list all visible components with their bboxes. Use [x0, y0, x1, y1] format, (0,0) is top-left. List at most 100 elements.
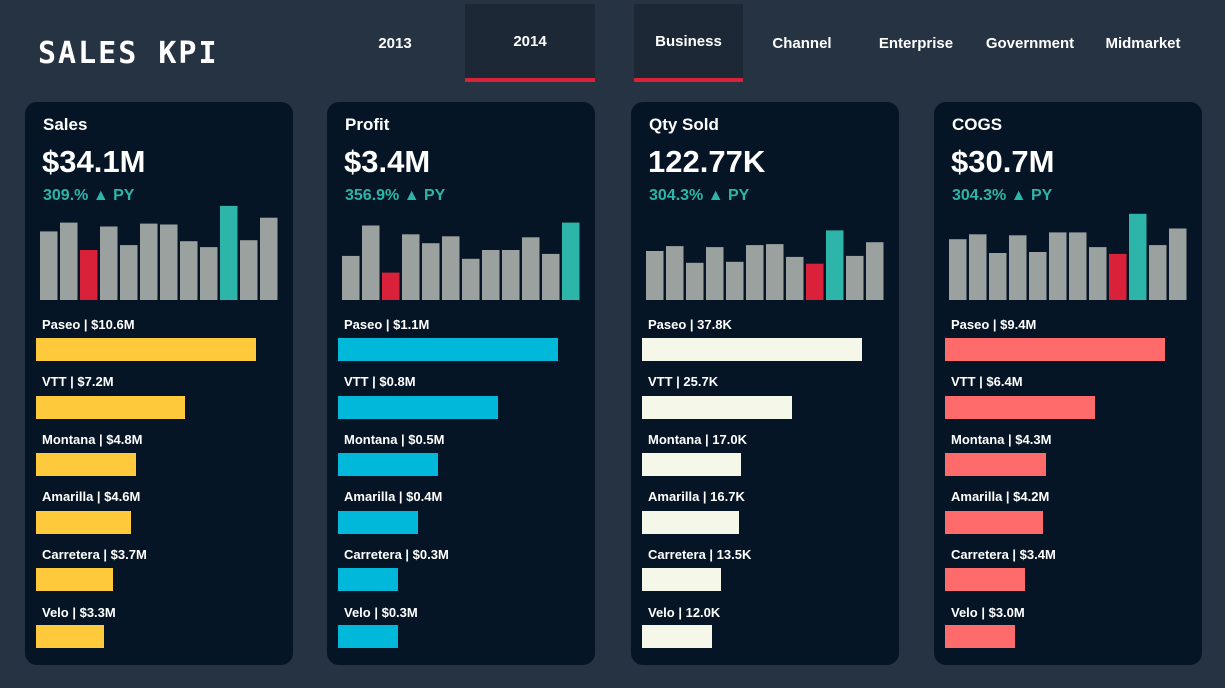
tab-label: 2014 [513, 32, 547, 50]
sparkline-bar[interactable] [200, 247, 218, 300]
sparkline-bar[interactable] [140, 223, 158, 300]
sparkline-bar[interactable] [1049, 232, 1067, 300]
sparkline-bar[interactable] [40, 231, 58, 300]
tab-segment-channel[interactable]: Channel [752, 4, 852, 82]
sparkline-bar[interactable] [666, 246, 684, 300]
sparkline-bar[interactable] [60, 222, 78, 300]
tab-segment-enterprise[interactable]: Enterprise [866, 4, 966, 82]
product-bar[interactable] [338, 453, 438, 476]
sparkline-bar[interactable] [382, 272, 400, 300]
product-bar[interactable] [338, 568, 398, 591]
tab-year-2014[interactable]: 2014 [465, 4, 595, 82]
sparkline-bar[interactable] [100, 226, 118, 301]
sparkline-bar[interactable] [766, 244, 784, 300]
product-bar[interactable] [642, 568, 721, 591]
sparkline-bar[interactable] [402, 234, 420, 300]
sparkline-bar[interactable] [786, 256, 804, 300]
product-bar-label: Amarilla | $0.4M [344, 489, 443, 504]
product-bar[interactable] [338, 338, 558, 361]
monthly-sparkline-chart [40, 205, 278, 301]
tab-segment-business[interactable]: Business [634, 4, 743, 82]
product-bar[interactable] [338, 396, 498, 419]
product-bar[interactable] [36, 396, 185, 419]
sparkline-bar[interactable] [522, 237, 540, 300]
sparkline-bar[interactable] [1129, 213, 1147, 300]
sparkline-bar[interactable] [220, 205, 238, 300]
sparkline-bar[interactable] [989, 253, 1007, 300]
kpi-card-sales: Sales $34.1M 309.% ▲ PY Paseo | $10.6M VTT |… [25, 102, 293, 665]
product-bar[interactable] [36, 511, 131, 534]
sparkline-bar[interactable] [1009, 235, 1027, 300]
sparkline-bar[interactable] [482, 250, 500, 300]
sparkline-bar[interactable] [342, 255, 360, 300]
product-bar-label: Paseo | $10.6M [42, 317, 135, 332]
sparkline-bar[interactable] [826, 230, 844, 300]
sparkline-bar[interactable] [260, 217, 278, 300]
product-bar-label: Paseo | $9.4M [951, 317, 1037, 332]
sparkline-bar[interactable] [686, 262, 704, 300]
product-bar-label: VTT | $7.2M [42, 374, 114, 389]
card-title: COGS [952, 115, 1003, 134]
product-bar[interactable] [945, 396, 1095, 419]
tab-year-2013[interactable]: 2013 [340, 4, 450, 82]
sparkline-bar[interactable] [542, 253, 560, 300]
product-bar[interactable] [945, 453, 1046, 476]
sparkline-bar[interactable] [949, 239, 967, 300]
sparkline-bar[interactable] [180, 241, 198, 300]
sparkline-bar[interactable] [562, 222, 580, 300]
sparkline-bar[interactable] [706, 247, 724, 300]
sparkline-bar[interactable] [1169, 228, 1187, 301]
sparkline-bar[interactable] [120, 245, 138, 300]
sparkline-bar[interactable] [462, 258, 480, 300]
sparkline-bar[interactable] [502, 250, 520, 300]
sparkline-bar[interactable] [1149, 245, 1167, 300]
product-bar[interactable] [642, 453, 741, 476]
monthly-sparkline-chart [342, 222, 580, 301]
product-bar[interactable] [945, 511, 1043, 534]
product-bar-label: VTT | $6.4M [951, 374, 1023, 389]
sparkline-bar[interactable] [866, 242, 884, 300]
sparkline-bar[interactable] [1069, 232, 1087, 300]
monthly-sparkline-chart [949, 213, 1187, 301]
tab-segment-government[interactable]: Government [979, 4, 1081, 82]
product-bar-label: Montana | $4.8M [42, 432, 143, 447]
product-bar-label: Carretera | $0.3M [344, 547, 449, 562]
sparkline-bar[interactable] [1089, 247, 1107, 300]
product-bar[interactable] [642, 511, 739, 534]
product-bar[interactable] [36, 568, 113, 591]
sparkline-bar[interactable] [646, 251, 664, 300]
sparkline-bar[interactable] [1029, 252, 1047, 300]
card-value: 122.77K [648, 144, 766, 179]
product-bar[interactable] [945, 338, 1165, 361]
product-bar[interactable] [642, 338, 862, 361]
product-bar[interactable] [36, 625, 104, 648]
sparkline-bar[interactable] [746, 245, 764, 300]
product-bar[interactable] [945, 625, 1015, 648]
sparkline-bar[interactable] [846, 255, 864, 300]
tab-label: Business [655, 32, 722, 50]
product-bar-label: VTT | 25.7K [648, 374, 719, 389]
sparkline-bar[interactable] [160, 224, 178, 301]
product-bar[interactable] [642, 625, 712, 648]
sparkline-bar[interactable] [240, 240, 258, 300]
card-title: Profit [345, 115, 390, 134]
sparkline-bar[interactable] [806, 263, 824, 300]
product-bar[interactable] [36, 453, 136, 476]
product-bar[interactable] [642, 396, 792, 419]
sparkline-bar[interactable] [969, 234, 987, 300]
sparkline-bar[interactable] [1109, 253, 1127, 300]
sparkline-bar[interactable] [442, 236, 460, 300]
product-bar[interactable] [36, 338, 256, 361]
sparkline-bar[interactable] [362, 225, 380, 301]
sparkline-bar[interactable] [80, 250, 98, 300]
tab-label: Channel [772, 34, 832, 52]
product-bar[interactable] [338, 511, 418, 534]
product-bar[interactable] [945, 568, 1025, 591]
sparkline-bar[interactable] [422, 243, 440, 300]
product-bar[interactable] [338, 625, 398, 648]
sparkline-bar[interactable] [726, 261, 744, 300]
tab-segment-midmarket[interactable]: Midmarket [1094, 4, 1192, 82]
product-bar-label: Velo | $3.0M [951, 605, 1025, 620]
card-change-vs-py: 309.% ▲ PY [43, 187, 135, 204]
product-bar-label: Amarilla | $4.2M [951, 489, 1050, 504]
